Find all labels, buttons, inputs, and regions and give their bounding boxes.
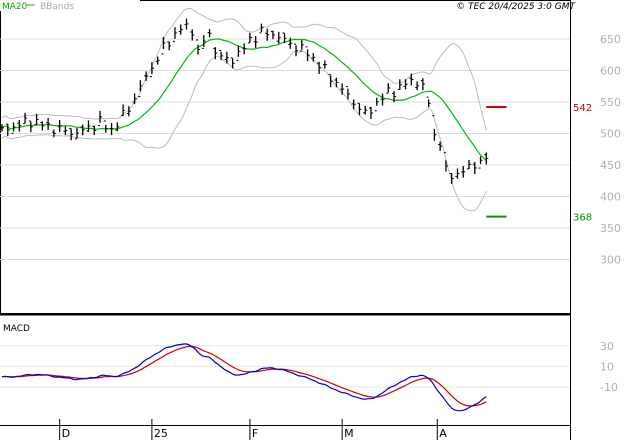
price-panel-frame — [0, 0, 571, 314]
y-tick-label: 500 — [600, 128, 621, 141]
macd-tick-label: -10 — [600, 381, 618, 394]
macd-tick-label: 10 — [600, 360, 614, 373]
ma20-legend-label: MA20 — [2, 2, 28, 12]
y-tick-label: 550 — [600, 96, 621, 109]
x-tick-label: 25 — [154, 427, 168, 440]
macd-panel-label: MACD — [3, 324, 30, 334]
x-tick-label: A — [439, 427, 447, 440]
price-level-label: 368 — [573, 213, 592, 224]
macd-tick-label: 30 — [600, 340, 614, 353]
bbands-legend-label: BBands — [40, 2, 74, 12]
x-tick-label: M — [344, 427, 354, 440]
y-tick-label: 400 — [600, 190, 621, 203]
price-grid — [0, 38, 570, 260]
macd-line — [1, 343, 487, 412]
x-tick-label: D — [62, 427, 70, 440]
y-tick-label: 600 — [600, 65, 621, 78]
price-levels: 542 368 — [486, 103, 592, 224]
macd-lines — [1, 343, 487, 412]
macd-y-axis: 30 10 -10 — [600, 340, 618, 394]
legend-bg — [0, 0, 140, 11]
macd-grid — [0, 345, 570, 388]
y-tick-label: 650 — [600, 33, 621, 46]
price-level-label: 542 — [573, 103, 592, 114]
price-y-axis: 650 600 550 500 450 400 350 300 — [600, 33, 621, 266]
y-tick-label: 350 — [600, 222, 621, 235]
y-tick-label: 300 — [600, 253, 621, 266]
ma20-path — [1, 38, 487, 162]
x-axis: D 25 F M A — [59, 419, 447, 440]
x-tick-label: F — [252, 427, 258, 440]
copyright-text: © TEC 20/4/2025 3:0 GMT — [456, 2, 576, 12]
ma20-line — [1, 38, 487, 162]
y-tick-label: 450 — [600, 159, 621, 172]
ohlc-bars — [0, 18, 489, 184]
bband-upper — [1, 7, 487, 131]
bband-lower — [1, 51, 487, 212]
